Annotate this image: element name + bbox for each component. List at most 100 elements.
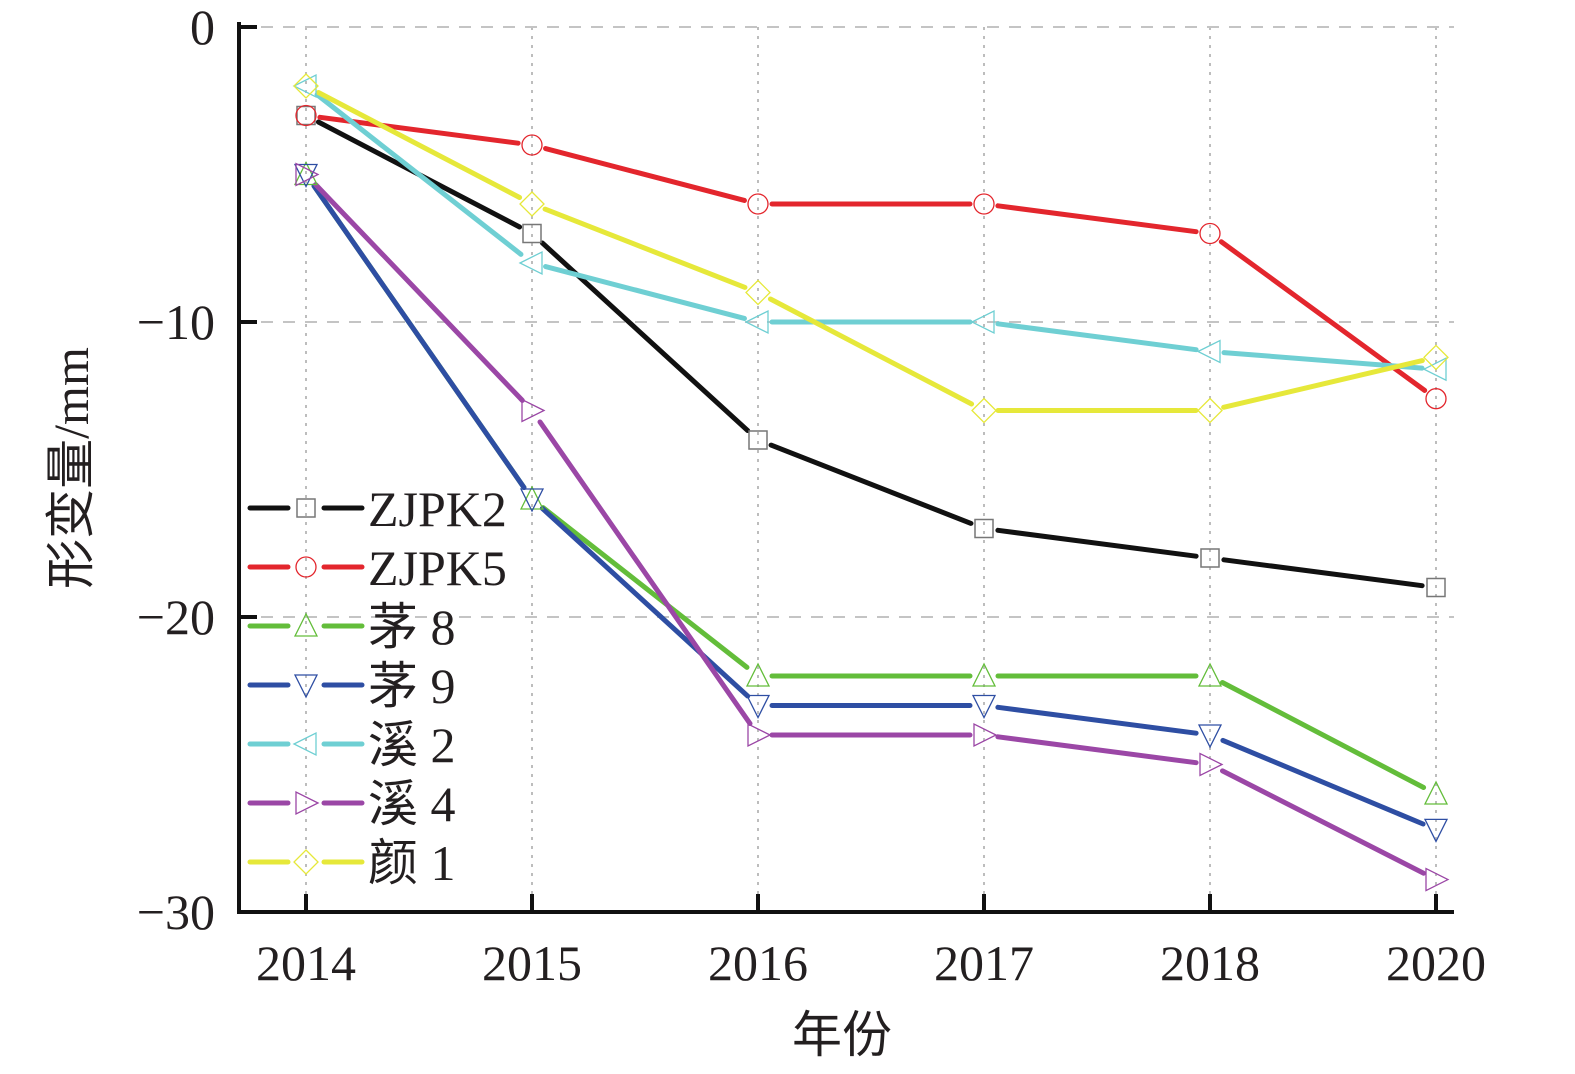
line-segment xyxy=(539,505,751,699)
line-segment xyxy=(537,419,753,727)
diamond-marker-icon xyxy=(1197,397,1223,424)
triangle-down-marker-icon xyxy=(1197,724,1223,749)
circle-marker-icon xyxy=(295,104,317,127)
circle-marker-icon xyxy=(1425,388,1447,410)
circle-marker-icon xyxy=(973,193,995,215)
line-segment xyxy=(313,182,525,403)
legend-label: 溪 2 xyxy=(368,717,456,773)
triangle-up-marker-icon xyxy=(745,662,771,687)
line-segment xyxy=(1219,768,1427,876)
triangle-right-legend-icon xyxy=(295,790,320,816)
triangle-up-marker-icon xyxy=(1423,780,1449,805)
line-segment xyxy=(1221,358,1425,410)
x-tick-label: 2016 xyxy=(708,935,808,991)
series-7-markers xyxy=(293,73,1449,424)
triangle-left-marker-icon xyxy=(1422,357,1447,382)
triangle-down-marker-icon xyxy=(1423,818,1449,843)
circle-marker-icon xyxy=(521,134,543,156)
line-segment xyxy=(539,240,751,434)
legend-item: 溪 4 xyxy=(247,776,456,832)
series-4-line xyxy=(311,183,1426,827)
series-4-markers xyxy=(293,163,1449,843)
y-tick-label: −30 xyxy=(137,884,215,940)
line-segment xyxy=(767,296,975,407)
square-legend-icon xyxy=(296,498,316,518)
line-segment xyxy=(768,442,974,526)
legend-item: 颜 1 xyxy=(247,835,456,891)
series-markers xyxy=(292,73,1450,892)
diamond-legend-icon xyxy=(293,849,319,875)
legend-item: 溪 2 xyxy=(247,717,456,773)
legend-label: ZJPK2 xyxy=(368,481,507,537)
y-axis-title: 形变量/mm xyxy=(43,347,99,589)
line-segment xyxy=(540,505,750,670)
line-segment xyxy=(1221,350,1425,371)
legend-label: ZJPK5 xyxy=(368,540,507,596)
circle-marker-icon xyxy=(747,193,769,215)
triangle-up-marker-icon xyxy=(293,161,319,186)
x-tick-label: 2015 xyxy=(482,935,582,991)
triangle-right-marker-icon xyxy=(1425,867,1450,892)
diamond-marker-icon xyxy=(1423,344,1449,371)
triangle-left-legend-icon xyxy=(292,731,317,757)
square-marker-icon xyxy=(974,518,994,539)
legend-item: ZJPK2 xyxy=(247,481,507,537)
line-segment xyxy=(995,203,1199,235)
triangle-down-marker-icon xyxy=(293,163,319,188)
circle-legend-icon xyxy=(295,556,317,578)
square-marker-icon xyxy=(522,223,542,244)
y-tick-label: −20 xyxy=(137,589,215,645)
gridlines xyxy=(239,26,1454,912)
triangle-down-marker-icon xyxy=(519,488,545,513)
triangle-right-marker-icon xyxy=(747,722,772,748)
x-tick-label: 2014 xyxy=(256,935,356,991)
triangle-right-marker-icon xyxy=(521,398,546,423)
line-segment xyxy=(315,89,523,201)
line-segment xyxy=(995,704,1199,736)
triangle-right-marker-icon xyxy=(1199,752,1224,777)
line-segment xyxy=(1219,679,1427,791)
legend-label: 茅 9 xyxy=(368,658,456,714)
triangle-up-marker-icon xyxy=(971,662,997,687)
series-3-markers xyxy=(293,161,1449,805)
x-tick-label: 2020 xyxy=(1386,935,1486,991)
diamond-marker-icon xyxy=(745,279,771,306)
series-1-markers xyxy=(296,105,1446,598)
triangle-left-marker-icon xyxy=(970,309,995,335)
x-tick-label: 2017 xyxy=(934,935,1034,991)
triangle-left-marker-icon xyxy=(744,309,769,335)
triangle-up-legend-icon xyxy=(293,612,319,637)
series-lines xyxy=(311,89,1428,876)
legend-label: 茅 8 xyxy=(368,599,456,655)
legend-label: 溪 4 xyxy=(368,776,456,832)
line-segment xyxy=(311,183,527,491)
series-6-line xyxy=(313,182,1427,876)
series-7-line xyxy=(315,89,1425,413)
diamond-marker-icon xyxy=(293,73,319,99)
legend-item: ZJPK5 xyxy=(247,540,507,596)
axes: 0 −10 −20 −30 2014 2015 2016 2017 2018 2020 xyxy=(137,0,1486,991)
series-5-markers xyxy=(292,73,1447,382)
x-tick-label: 2018 xyxy=(1160,935,1260,991)
diamond-marker-icon xyxy=(971,397,997,424)
x-axis-title: 年份 xyxy=(792,1007,892,1063)
line-segment xyxy=(1221,557,1425,589)
line-segment xyxy=(995,321,1199,353)
triangle-right-marker-icon xyxy=(295,162,320,187)
series-6-markers xyxy=(295,162,1450,892)
square-marker-icon xyxy=(296,105,316,126)
triangle-down-legend-icon xyxy=(293,674,319,699)
y-tick-label: 0 xyxy=(190,0,215,55)
line-segment xyxy=(1220,737,1426,827)
line-segment xyxy=(542,206,748,290)
line-segment xyxy=(995,527,1199,559)
diamond-marker-icon xyxy=(519,191,545,217)
legend-item: 茅 8 xyxy=(247,599,456,655)
triangle-down-marker-icon xyxy=(745,694,771,719)
triangle-right-marker-icon xyxy=(973,722,998,748)
line-segment xyxy=(543,264,747,321)
legend-item: 茅 9 xyxy=(247,658,456,714)
line-segment xyxy=(995,734,1199,766)
